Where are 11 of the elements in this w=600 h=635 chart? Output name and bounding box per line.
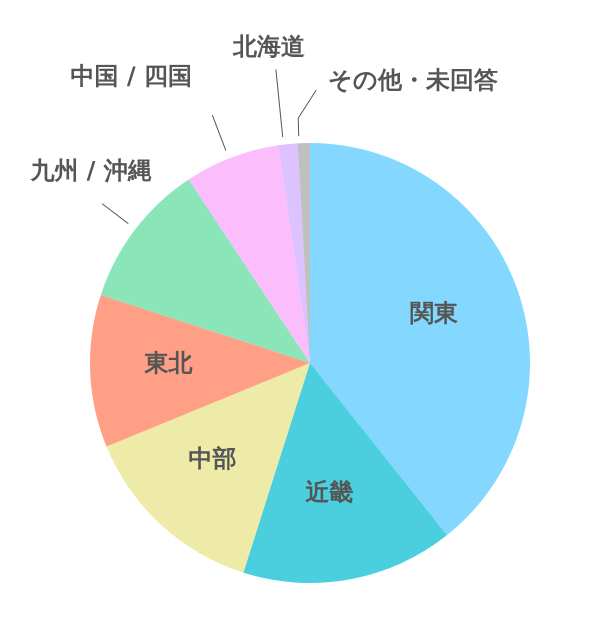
pie-slice <box>278 143 310 363</box>
pie-slice <box>90 295 310 447</box>
slice-label: 近畿 <box>306 478 354 506</box>
pie-slice <box>243 363 448 583</box>
slice-label: 中部 <box>188 444 237 472</box>
slice-label: 九州 / 沖縄 <box>29 156 152 185</box>
slice-label: 東北 <box>144 349 194 378</box>
slice-label: 北海道 <box>232 32 305 60</box>
slice-label: 中国 / 四国 <box>70 62 192 90</box>
slice-label: 関東 <box>410 299 458 328</box>
slice-label: その他・未回答 <box>328 66 498 94</box>
